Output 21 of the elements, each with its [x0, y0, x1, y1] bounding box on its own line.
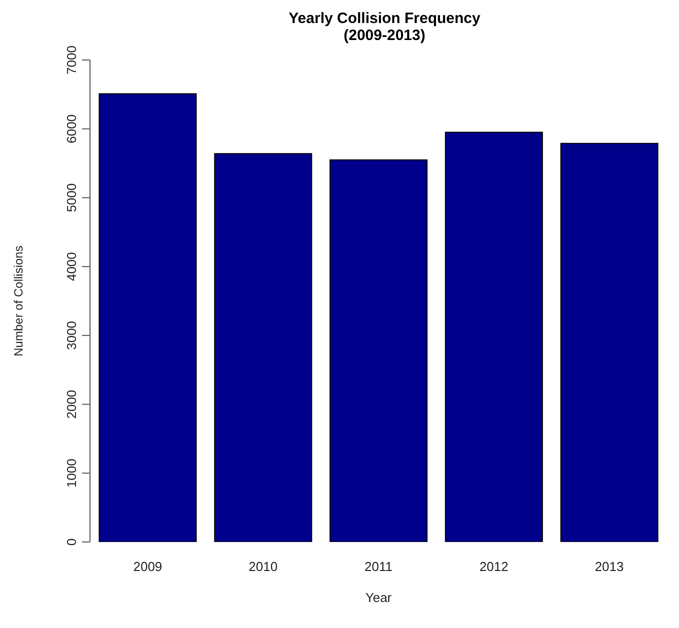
x-tick-label: 2011 — [364, 559, 392, 574]
x-tick-label: 2013 — [594, 559, 624, 574]
bar — [214, 153, 312, 542]
y-tick-label: 2000 — [64, 390, 79, 419]
chart-title: Yearly Collision Frequency (2009-2013) — [288, 10, 482, 44]
bar — [560, 142, 658, 542]
bar — [330, 159, 428, 542]
y-tick-label: 5000 — [64, 183, 79, 212]
y-tick-label: 7000 — [64, 46, 79, 74]
bar — [444, 132, 543, 542]
y-tick-label: 3000 — [64, 320, 79, 350]
y-tick-label: 6000 — [64, 114, 79, 144]
x-tick-label: 2012 — [479, 559, 508, 574]
x-axis-title: Year — [365, 590, 392, 605]
y-tick-label: 0 — [64, 538, 79, 546]
bar — [98, 93, 197, 542]
y-tick-label: 1000 — [64, 458, 79, 488]
y-axis-title: Number of Collisions — [11, 246, 26, 356]
y-tick-label: 4000 — [64, 252, 79, 282]
x-tick-label: 2010 — [248, 559, 278, 574]
x-tick-label: 2009 — [133, 559, 162, 574]
